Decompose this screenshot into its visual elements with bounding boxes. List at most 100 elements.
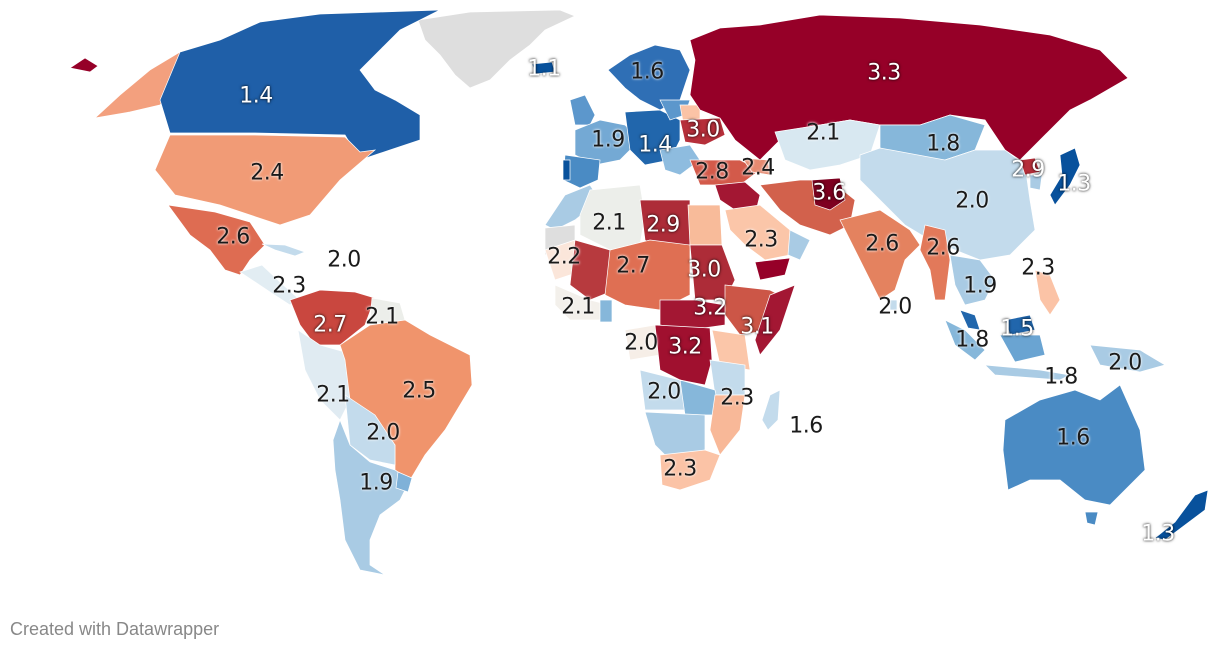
region-russia[interactable]: [689, 14, 1129, 161]
region-afghanistan[interactable]: [811, 177, 846, 211]
value-label: 1.9: [359, 470, 393, 496]
region-somalia[interactable]: [754, 284, 796, 356]
region-peru[interactable]: [297, 329, 351, 421]
value-label: 2.5: [402, 378, 436, 404]
value-label: 3.1: [740, 314, 774, 340]
value-label: 2.3: [663, 456, 697, 482]
region-balkans[interactable]: [659, 144, 701, 176]
value-label: 2.3: [744, 227, 778, 253]
value-label: 2.0: [624, 330, 658, 356]
value-label: 1.4: [638, 132, 672, 158]
world-map: [69, 9, 1209, 576]
value-label: 3.0: [687, 257, 721, 283]
value-label: 2.9: [646, 212, 680, 238]
value-label: 2.1: [806, 120, 840, 146]
region-iceland[interactable]: [531, 61, 556, 75]
region-china[interactable]: [859, 147, 1036, 261]
value-label: 2.2: [547, 244, 581, 270]
value-label: 2.4: [250, 160, 284, 186]
region-usa[interactable]: [154, 134, 377, 226]
region-madagascar[interactable]: [761, 389, 781, 431]
region-sri-lanka[interactable]: [889, 299, 898, 311]
value-label: 2.6: [216, 224, 250, 250]
value-label: 2.0: [878, 294, 912, 320]
region-colombia-venezuela[interactable]: [289, 289, 376, 346]
region-canada[interactable]: [159, 9, 441, 161]
region-borneo[interactable]: [999, 334, 1046, 363]
region-morocco[interactable]: [544, 184, 601, 231]
region-ukraine[interactable]: [679, 117, 726, 146]
region-malaysia[interactable]: [959, 309, 1036, 336]
region-tasmania[interactable]: [1084, 511, 1099, 526]
value-label: 2.1: [561, 294, 595, 320]
value-label: 1.6: [1056, 425, 1090, 451]
region-saudi[interactable]: [724, 204, 791, 261]
value-label: 2.3: [272, 273, 306, 299]
value-label: 3.6: [812, 180, 846, 206]
value-label: 2.1: [365, 304, 399, 330]
region-india[interactable]: [839, 209, 921, 301]
value-label: 3.2: [668, 334, 702, 360]
value-label: 2.1: [316, 382, 350, 408]
region-indochina[interactable]: [949, 254, 996, 306]
region-uk-ireland[interactable]: [569, 94, 596, 126]
value-label: 2.9: [1011, 157, 1045, 183]
value-label: 1.8: [926, 131, 960, 157]
region-yemen[interactable]: [754, 257, 791, 281]
region-caribbean[interactable]: [261, 243, 306, 257]
region-oman[interactable]: [787, 229, 811, 261]
region-new-zealand[interactable]: [1154, 489, 1209, 541]
region-east-africa[interactable]: [711, 329, 751, 371]
value-label: 2.0: [955, 188, 989, 214]
value-label: 1.1: [527, 56, 561, 82]
region-japan[interactable]: [1049, 147, 1081, 206]
region-philippines[interactable]: [1034, 269, 1061, 316]
region-south-africa[interactable]: [659, 449, 721, 491]
value-label: 2.0: [327, 247, 361, 273]
value-label: 2.3: [1021, 255, 1055, 281]
region-portugal[interactable]: [562, 159, 571, 181]
region-north-korea[interactable]: [1019, 157, 1041, 176]
region-mexico[interactable]: [167, 204, 266, 276]
datawrapper-credit[interactable]: Created with Datawrapper: [10, 619, 220, 639]
value-label: 2.0: [366, 420, 400, 446]
value-label: 3.3: [867, 60, 901, 86]
region-ghana[interactable]: [599, 299, 613, 323]
region-australia[interactable]: [1002, 384, 1146, 506]
region-chukotka[interactable]: [69, 57, 99, 73]
value-label: 2.6: [926, 235, 960, 261]
value-label: 2.0: [1108, 350, 1142, 376]
value-label: 1.6: [630, 59, 664, 85]
value-label: 1.6: [789, 413, 823, 439]
region-scandinavia[interactable]: [607, 44, 691, 111]
value-label: 2.1: [592, 210, 626, 236]
region-argentina[interactable]: [332, 419, 411, 576]
value-label: 1.8: [955, 327, 989, 353]
region-myanmar[interactable]: [919, 224, 951, 301]
value-label: 2.4: [741, 155, 775, 181]
region-mozambique[interactable]: [709, 394, 746, 456]
value-label: 1.9: [591, 127, 625, 153]
region-turkey[interactable]: [689, 159, 761, 186]
region-egypt[interactable]: [687, 204, 723, 246]
value-label: 2.8: [695, 159, 729, 185]
value-label: 1.5: [1000, 316, 1034, 342]
value-label: 1.4: [239, 83, 273, 109]
value-label: 2.0: [647, 379, 681, 405]
region-sumatra[interactable]: [944, 319, 986, 361]
region-mali[interactable]: [569, 239, 616, 301]
region-java[interactable]: [984, 364, 1072, 381]
value-label: 2.6: [865, 231, 899, 257]
value-label: 3.2: [693, 295, 727, 321]
value-label: 1.3: [1141, 521, 1175, 547]
region-south-korea[interactable]: [1029, 174, 1043, 191]
value-label: 2.7: [313, 312, 347, 338]
region-greenland[interactable]: [417, 9, 576, 89]
value-label: 2.7: [616, 253, 650, 279]
region-png[interactable]: [1089, 344, 1166, 373]
value-label: 3.0: [686, 117, 720, 143]
region-uruguay[interactable]: [395, 471, 413, 493]
value-label: 1.8: [1044, 364, 1078, 390]
value-label: 1.9: [963, 273, 997, 299]
region-drc[interactable]: [654, 324, 713, 386]
